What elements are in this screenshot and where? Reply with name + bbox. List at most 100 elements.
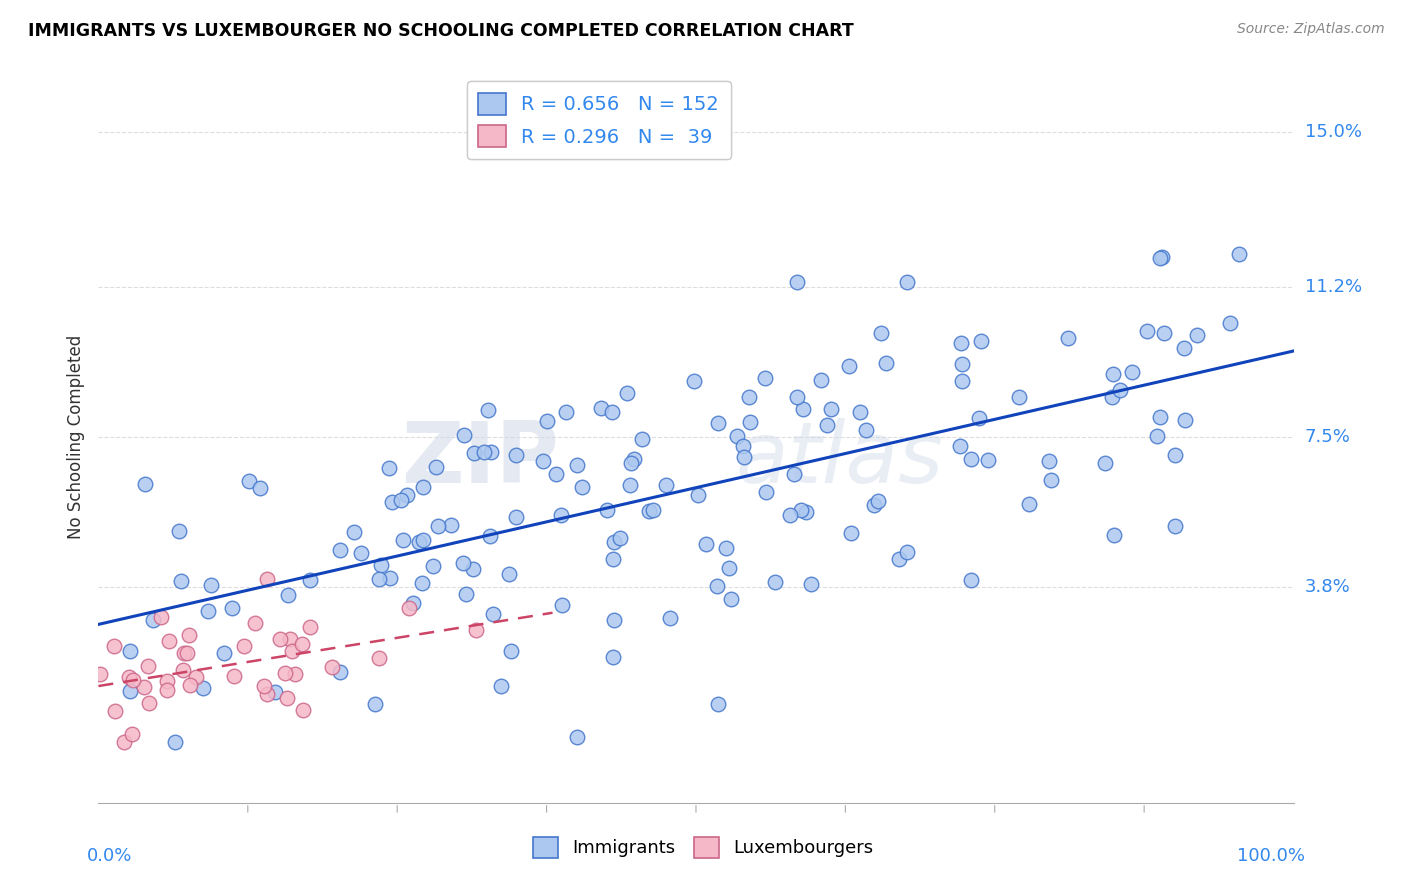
Point xyxy=(733,450,755,465)
Point xyxy=(451,556,474,570)
Point xyxy=(422,559,444,574)
Point xyxy=(463,446,485,460)
Point xyxy=(695,537,717,551)
Point xyxy=(461,561,484,575)
Point xyxy=(156,683,179,698)
Point xyxy=(298,573,321,587)
Point xyxy=(717,560,740,574)
Point xyxy=(370,558,392,573)
Point xyxy=(221,601,243,615)
Point xyxy=(967,410,990,425)
Point xyxy=(425,459,447,474)
Point xyxy=(976,452,998,467)
Point xyxy=(184,670,207,684)
Point xyxy=(531,454,554,468)
Point xyxy=(277,588,299,602)
Point xyxy=(321,660,343,674)
Point xyxy=(1056,331,1078,345)
Point xyxy=(706,579,728,593)
Point xyxy=(800,577,823,591)
Point xyxy=(616,386,638,401)
Point xyxy=(763,575,786,590)
Point xyxy=(754,371,776,385)
Point xyxy=(291,637,314,651)
Point xyxy=(212,646,235,660)
Point xyxy=(222,668,245,682)
Point xyxy=(411,576,433,591)
Point xyxy=(396,487,419,501)
Point xyxy=(381,495,404,509)
Point xyxy=(658,611,681,625)
Point xyxy=(1136,324,1159,338)
Point xyxy=(707,697,730,711)
Point xyxy=(815,417,838,432)
Point xyxy=(412,533,434,547)
Point xyxy=(426,519,449,533)
Point xyxy=(571,480,593,494)
Point xyxy=(555,405,578,419)
Point xyxy=(363,697,385,711)
Point xyxy=(505,448,527,462)
Point xyxy=(477,403,499,417)
Point xyxy=(329,665,352,680)
Point xyxy=(284,667,307,681)
Point xyxy=(1102,528,1125,542)
Point xyxy=(970,334,993,348)
Point xyxy=(1121,365,1143,379)
Point xyxy=(498,566,520,581)
Point xyxy=(465,623,488,637)
Point xyxy=(120,684,142,698)
Point xyxy=(1149,410,1171,425)
Point xyxy=(950,374,973,388)
Point xyxy=(389,493,412,508)
Point xyxy=(276,691,298,706)
Point xyxy=(499,644,522,658)
Point xyxy=(1150,251,1173,265)
Point xyxy=(1101,367,1123,381)
Point xyxy=(274,665,297,680)
Point xyxy=(720,592,742,607)
Point xyxy=(565,458,588,472)
Point xyxy=(299,620,322,634)
Point xyxy=(792,401,814,416)
Point xyxy=(870,326,893,341)
Point xyxy=(179,678,201,692)
Point xyxy=(1146,429,1168,443)
Point xyxy=(243,616,266,631)
Point xyxy=(249,481,271,495)
Point xyxy=(838,359,860,373)
Point xyxy=(440,517,463,532)
Point xyxy=(551,598,574,612)
Point xyxy=(170,574,193,588)
Text: IMMIGRANTS VS LUXEMBOURGER NO SCHOOLING COMPLETED CORRELATION CHART: IMMIGRANTS VS LUXEMBOURGER NO SCHOOLING … xyxy=(28,22,853,40)
Point xyxy=(292,703,315,717)
Point xyxy=(960,452,983,467)
Legend: R = 0.656   N = 152, R = 0.296   N =  39: R = 0.656 N = 152, R = 0.296 N = 39 xyxy=(467,81,731,159)
Point xyxy=(1227,247,1250,261)
Point xyxy=(89,667,111,681)
Point xyxy=(1008,390,1031,404)
Point xyxy=(896,545,918,559)
Point xyxy=(567,730,589,744)
Point xyxy=(596,502,619,516)
Point xyxy=(191,681,214,695)
Point xyxy=(173,646,195,660)
Point xyxy=(179,628,201,642)
Point xyxy=(688,488,710,502)
Point xyxy=(165,735,187,749)
Text: ZIP: ZIP xyxy=(401,417,558,500)
Point xyxy=(256,572,278,586)
Point xyxy=(849,405,872,419)
Point xyxy=(1094,456,1116,470)
Point xyxy=(1185,327,1208,342)
Point xyxy=(481,607,503,621)
Point xyxy=(794,505,817,519)
Point xyxy=(149,609,172,624)
Point xyxy=(103,640,125,654)
Point xyxy=(1163,519,1185,533)
Point xyxy=(655,478,678,492)
Point xyxy=(786,275,808,289)
Point xyxy=(343,524,366,539)
Point xyxy=(278,632,301,647)
Point xyxy=(602,552,624,566)
